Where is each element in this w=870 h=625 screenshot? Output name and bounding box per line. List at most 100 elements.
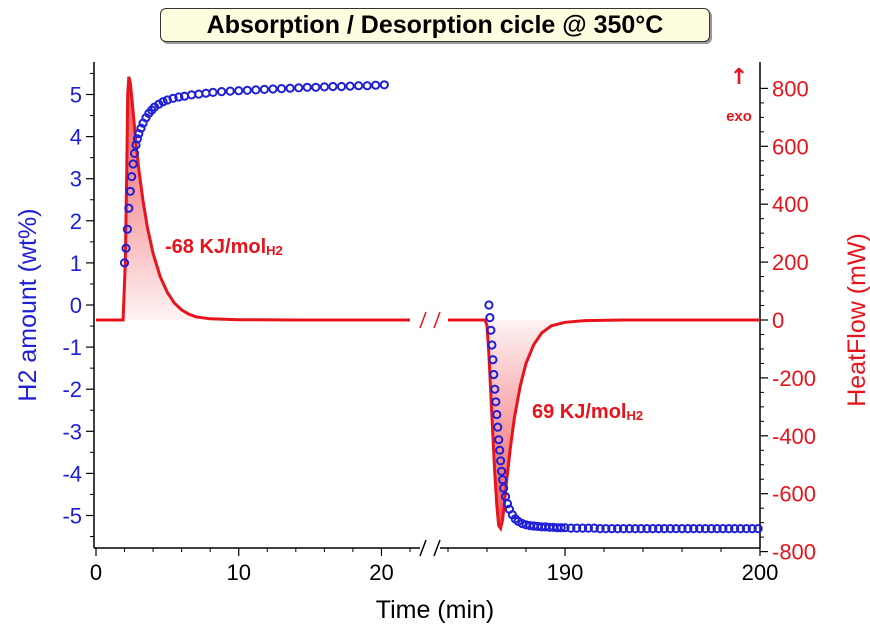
h2-data-point xyxy=(129,148,140,158)
h2-data-point xyxy=(689,524,699,534)
h2-data-point xyxy=(294,83,304,93)
left-tick-label: -1 xyxy=(62,335,82,360)
heatflow-line-absorption xyxy=(96,76,410,322)
x-tick-label: 0 xyxy=(90,560,102,585)
h2-data-point xyxy=(648,524,658,534)
h2-data-point xyxy=(630,524,640,534)
x-axis-title: Time (min) xyxy=(376,596,495,624)
h2-data-point xyxy=(194,89,204,99)
h2-data-point xyxy=(495,445,505,455)
h2-data-point xyxy=(187,90,197,100)
left-tick-label: 4 xyxy=(70,125,82,150)
left-tick-label: -2 xyxy=(62,377,82,402)
right-tick-label: -600 xyxy=(772,482,816,507)
right-tick-label: -400 xyxy=(772,424,816,449)
h2-data-point xyxy=(659,524,670,534)
curve-break xyxy=(419,311,441,329)
h2-data-point xyxy=(234,86,244,96)
h2-data-point xyxy=(489,369,499,380)
h2-data-point xyxy=(497,466,507,476)
right-tick-label: 0 xyxy=(772,308,784,333)
x-tick-label: 10 xyxy=(226,560,250,585)
exo-arrow: ↑ xyxy=(730,65,748,90)
h2-data-point xyxy=(492,409,502,420)
h2-data-point xyxy=(499,483,509,493)
h2-data-point xyxy=(695,524,705,534)
h2-data-point xyxy=(613,524,623,534)
h2-data-point xyxy=(494,435,504,445)
h2-data-point xyxy=(285,83,295,93)
h2-data-point xyxy=(502,499,513,509)
h2-data-point xyxy=(162,95,172,105)
absorption-enthalpy-label: -68 KJ/molH2 xyxy=(165,236,283,258)
h2-data-point xyxy=(624,524,635,534)
h2-data-point xyxy=(683,524,693,534)
h2-data-point xyxy=(589,523,599,533)
right-tick-label: 400 xyxy=(772,192,809,217)
h2-data-point xyxy=(700,524,711,534)
right-tick-label: -800 xyxy=(772,540,816,565)
h2-data-point xyxy=(490,384,500,394)
h2-data-point xyxy=(128,159,138,169)
x-tick-label: 20 xyxy=(369,560,393,585)
h2-data-point xyxy=(730,524,740,534)
exo-label: exo xyxy=(726,108,752,125)
left-tick-label: 1 xyxy=(70,251,82,276)
h2-data-point xyxy=(371,80,381,90)
h2-data-point xyxy=(379,80,389,90)
h2-data-point xyxy=(724,524,734,534)
chart-title: Absorption / Desorption cicle @ 350°C xyxy=(160,8,710,42)
h2-data-point xyxy=(496,456,506,466)
h2-data-point xyxy=(158,97,168,107)
h2-data-point xyxy=(741,524,752,534)
right-axis-title: HeatFlow (mW) xyxy=(843,233,870,407)
h2-data-point xyxy=(636,524,646,534)
h2-data-point xyxy=(124,203,134,213)
left-axis-title: H2 amount (wt%) xyxy=(14,208,42,401)
right-tick-label: 200 xyxy=(772,250,809,275)
h2-data-point xyxy=(498,475,508,485)
h2-data-point xyxy=(706,524,716,534)
h2-data-point xyxy=(493,422,503,432)
h2-data-point xyxy=(121,243,131,253)
h2-data-point xyxy=(319,82,329,92)
h2-data-point xyxy=(132,134,142,144)
h2-data-point xyxy=(572,523,582,533)
left-tick-label: 5 xyxy=(70,83,82,108)
h2-data-point xyxy=(311,82,321,92)
h2-data-point xyxy=(677,524,687,534)
h2-data-point xyxy=(556,523,566,533)
h2-data-point xyxy=(251,85,261,95)
h2-data-point xyxy=(168,93,178,103)
h2-data-point xyxy=(607,524,617,534)
h2-data-point xyxy=(654,524,664,534)
left-tick-label: 2 xyxy=(70,209,82,234)
h2-data-point xyxy=(276,84,287,94)
h2-data-point xyxy=(671,524,681,534)
h2-data-point xyxy=(491,397,501,407)
h2-data-point xyxy=(336,81,347,92)
left-tick-label: -5 xyxy=(62,504,82,529)
h2-data-point xyxy=(486,325,496,335)
desorption-enthalpy-label: 69 KJ/molH2 xyxy=(532,401,643,423)
x-tick-label: 190 xyxy=(547,560,584,585)
h2-data-point xyxy=(217,87,227,97)
h2-data-point xyxy=(242,85,252,95)
h2-data-point xyxy=(747,524,757,534)
h2-data-point xyxy=(595,524,605,534)
h2-data-point xyxy=(225,86,235,96)
h2-data-point xyxy=(665,524,675,534)
h2-data-point xyxy=(119,258,130,268)
h2-data-point xyxy=(328,81,338,92)
h2-data-point xyxy=(125,186,135,196)
h2-data-point xyxy=(578,523,588,533)
h2-data-point xyxy=(174,92,184,102)
right-tick-label: 600 xyxy=(772,134,809,159)
h2-data-point xyxy=(268,84,278,94)
right-tick-label: 800 xyxy=(772,76,809,101)
h2-data-point xyxy=(601,524,611,534)
h2-data-point xyxy=(618,524,629,534)
h2-data-point xyxy=(362,81,372,91)
h2-data-point xyxy=(302,82,312,92)
h2-data-point xyxy=(485,313,495,323)
